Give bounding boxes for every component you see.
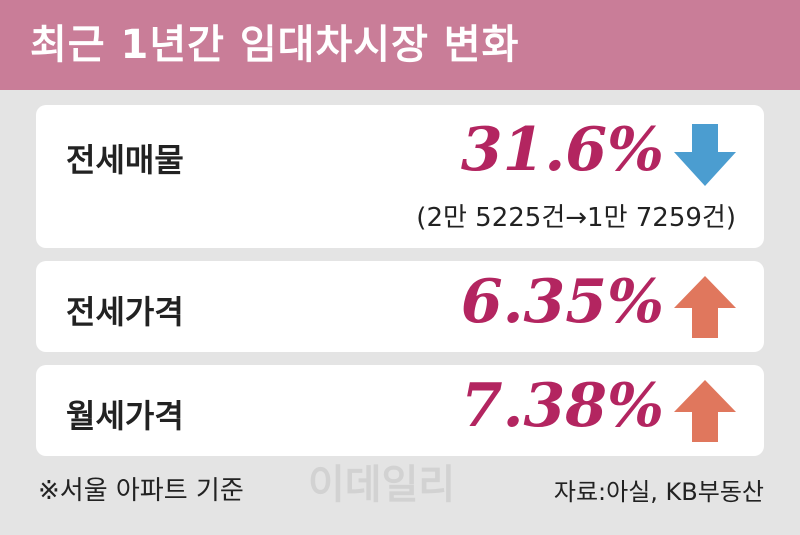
row-label: 월세가격 — [66, 396, 184, 435]
arrow-shape — [674, 124, 736, 186]
trend-arrow — [674, 379, 736, 442]
row-value: 31.6% — [460, 115, 664, 185]
row-label: 전세매물 — [66, 141, 184, 179]
header: 최근 1년간 임대차시장 변화 — [0, 0, 800, 90]
row-card: 월세가격 7.38% — [36, 365, 764, 456]
row-note: (2만 5225건→1만 7259건) — [416, 203, 736, 233]
row-value: 7.38% — [460, 370, 664, 441]
trend-arrow — [674, 275, 736, 338]
arrow-shape — [674, 379, 736, 442]
row-card: 전세매물 31.6% (2만 5225건→1만 7259건) — [36, 105, 764, 248]
footnote: ※서울 아파트 기준 — [38, 476, 244, 506]
source: 자료:아실, KB부동산 — [553, 478, 764, 506]
row-label: 전세가격 — [66, 292, 184, 331]
row-value: 6.35% — [460, 266, 664, 337]
arrow-shape — [674, 275, 736, 338]
trend-arrow — [674, 124, 736, 186]
title: 최근 1년간 임대차시장 변화 — [30, 22, 520, 68]
row-card: 전세가격 6.35% — [36, 261, 764, 352]
watermark: 이데일리 — [308, 462, 456, 508]
